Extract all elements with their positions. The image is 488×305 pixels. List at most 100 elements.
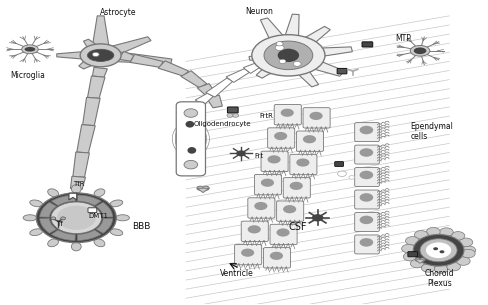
Circle shape — [51, 217, 56, 220]
Ellipse shape — [185, 121, 194, 127]
Circle shape — [232, 114, 238, 117]
Circle shape — [461, 246, 475, 254]
Circle shape — [425, 242, 450, 258]
Circle shape — [421, 264, 434, 272]
Wedge shape — [51, 230, 75, 241]
Wedge shape — [77, 230, 101, 241]
Text: MTP: MTP — [395, 34, 411, 43]
Text: BBB: BBB — [132, 222, 150, 231]
FancyBboxPatch shape — [296, 131, 323, 151]
FancyBboxPatch shape — [267, 128, 294, 148]
Wedge shape — [40, 218, 57, 233]
Polygon shape — [73, 152, 89, 177]
Circle shape — [409, 259, 423, 268]
Polygon shape — [243, 63, 261, 74]
Ellipse shape — [187, 147, 196, 154]
Ellipse shape — [94, 239, 104, 247]
Polygon shape — [278, 14, 299, 56]
Polygon shape — [260, 18, 298, 58]
Ellipse shape — [23, 215, 37, 221]
Circle shape — [197, 186, 203, 190]
Text: Microglia: Microglia — [10, 70, 45, 80]
Circle shape — [348, 176, 354, 179]
Circle shape — [183, 109, 197, 117]
Polygon shape — [77, 125, 95, 153]
Text: Frt: Frt — [254, 153, 263, 159]
Ellipse shape — [116, 215, 129, 221]
Circle shape — [359, 193, 372, 202]
FancyBboxPatch shape — [354, 190, 379, 209]
FancyBboxPatch shape — [354, 123, 379, 142]
Polygon shape — [83, 39, 107, 58]
Circle shape — [275, 45, 284, 51]
Circle shape — [412, 235, 463, 266]
Circle shape — [419, 239, 456, 262]
Polygon shape — [99, 50, 172, 64]
Circle shape — [359, 216, 372, 224]
Circle shape — [450, 231, 464, 240]
Circle shape — [283, 205, 296, 213]
Circle shape — [289, 182, 302, 190]
Ellipse shape — [30, 229, 42, 235]
Circle shape — [296, 158, 309, 167]
Circle shape — [293, 61, 301, 66]
Polygon shape — [118, 52, 134, 61]
Circle shape — [359, 171, 372, 179]
Circle shape — [267, 155, 280, 163]
Circle shape — [236, 150, 245, 156]
FancyBboxPatch shape — [336, 68, 346, 74]
Circle shape — [456, 257, 469, 265]
Circle shape — [260, 179, 273, 187]
Circle shape — [413, 231, 427, 239]
FancyBboxPatch shape — [241, 221, 268, 242]
Circle shape — [57, 206, 96, 230]
Circle shape — [432, 247, 437, 250]
Circle shape — [280, 109, 293, 117]
Text: CSF: CSF — [288, 222, 307, 232]
Circle shape — [359, 238, 372, 247]
FancyBboxPatch shape — [247, 198, 274, 218]
Text: Oligodendrocyte: Oligodendrocyte — [193, 121, 250, 127]
FancyBboxPatch shape — [361, 42, 372, 47]
Polygon shape — [92, 67, 107, 77]
Text: DMT1: DMT1 — [88, 213, 108, 219]
Circle shape — [419, 258, 424, 261]
Circle shape — [403, 253, 416, 261]
Polygon shape — [256, 52, 294, 78]
FancyBboxPatch shape — [269, 224, 297, 245]
Polygon shape — [286, 47, 352, 61]
Ellipse shape — [21, 45, 38, 54]
Text: Ventricle: Ventricle — [220, 269, 253, 278]
Circle shape — [359, 126, 372, 134]
Polygon shape — [57, 50, 101, 60]
Wedge shape — [77, 195, 101, 206]
Circle shape — [433, 265, 447, 273]
Polygon shape — [205, 78, 232, 97]
Polygon shape — [248, 51, 289, 60]
Ellipse shape — [80, 44, 121, 67]
FancyBboxPatch shape — [354, 167, 379, 186]
Ellipse shape — [48, 189, 59, 197]
Circle shape — [401, 244, 414, 253]
Circle shape — [279, 59, 285, 63]
Circle shape — [247, 225, 260, 233]
Polygon shape — [91, 16, 110, 55]
Polygon shape — [283, 50, 344, 76]
Circle shape — [276, 228, 289, 237]
Circle shape — [461, 249, 474, 258]
Text: FrtR: FrtR — [259, 113, 272, 119]
Wedge shape — [51, 195, 75, 206]
Wedge shape — [96, 202, 113, 217]
FancyBboxPatch shape — [289, 154, 316, 175]
Circle shape — [439, 228, 452, 236]
Wedge shape — [40, 202, 57, 217]
Circle shape — [61, 217, 65, 220]
Text: Astrocyte: Astrocyte — [99, 8, 136, 17]
Polygon shape — [87, 76, 105, 99]
Circle shape — [302, 135, 315, 143]
Circle shape — [309, 112, 322, 120]
Circle shape — [183, 160, 197, 169]
Polygon shape — [225, 69, 249, 82]
FancyBboxPatch shape — [407, 252, 417, 257]
Polygon shape — [206, 95, 222, 108]
